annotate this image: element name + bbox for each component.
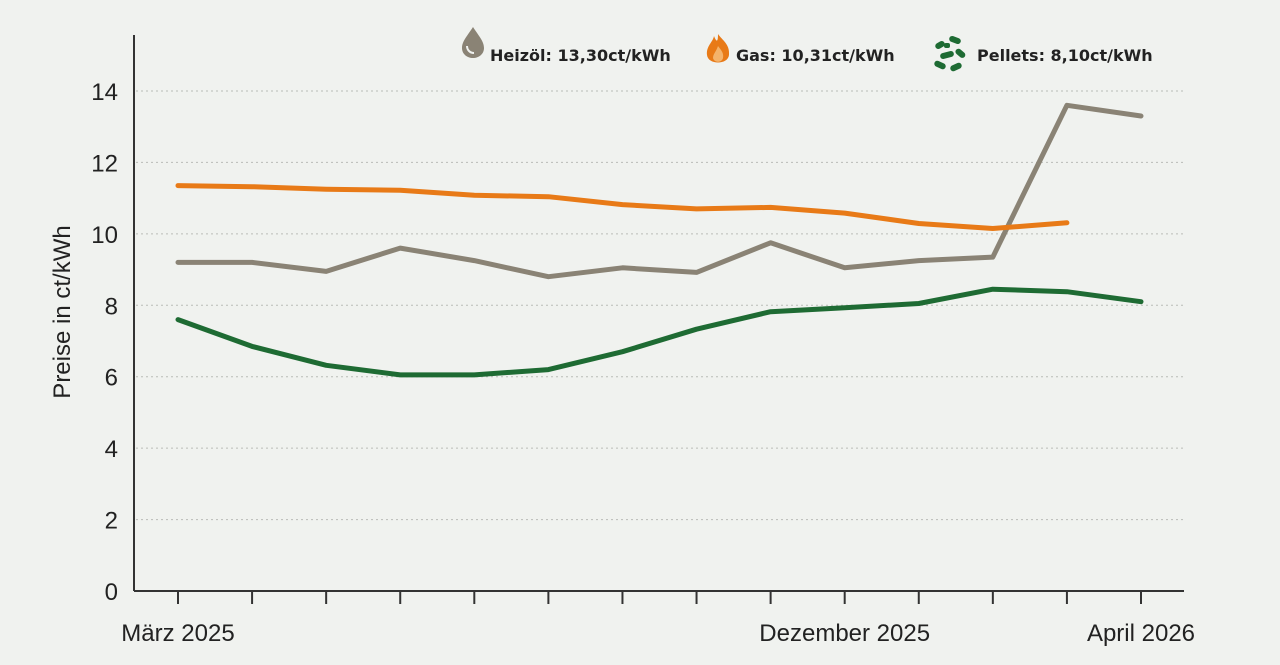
y-tick-label: 14 [91, 79, 118, 106]
y-tick-label: 4 [105, 436, 118, 463]
droplet-icon [462, 27, 484, 58]
y-tick-labels: 0 2 4 6 8 10 12 14 [91, 79, 118, 606]
x-ticks: März 2025 Dezember 2025 April 2026 [121, 591, 1195, 647]
legend-item-heizoel: Heizöl: 13,30ct/kWh [462, 27, 671, 65]
legend: Heizöl: 13,30ct/kWh Gas: 10,31ct/kWh Pel… [462, 27, 1153, 72]
y-tick-label: 0 [105, 579, 118, 606]
y-tick-label: 6 [105, 365, 118, 392]
x-tick-label: Dezember 2025 [759, 620, 930, 647]
y-tick-label: 10 [91, 222, 118, 249]
y-tick-label: 2 [105, 508, 118, 535]
y-tick-label: 12 [91, 150, 118, 177]
series-line-pellets [175, 286, 1144, 378]
y-axis-title: Preise in ct/kWh [49, 225, 76, 398]
legend-label-heizoel: Heizöl: 13,30ct/kWh [490, 46, 671, 65]
legend-label-gas: Gas: 10,31ct/kWh [736, 46, 895, 65]
y-tick-label: 8 [105, 293, 118, 320]
legend-label-pellets: Pellets: 8,10ct/kWh [977, 46, 1153, 65]
legend-item-pellets: Pellets: 8,10ct/kWh [934, 35, 1153, 72]
grid-lines [136, 90, 1184, 521]
legend-item-gas: Gas: 10,31ct/kWh [706, 34, 895, 65]
x-tick-label: März 2025 [121, 620, 234, 647]
series-line-heizl [175, 102, 1144, 280]
series-lines [175, 102, 1144, 378]
x-tick-label: April 2026 [1087, 620, 1195, 647]
pellets-icon [934, 35, 966, 72]
flame-icon [706, 34, 730, 63]
series-line-gas [175, 183, 1070, 231]
